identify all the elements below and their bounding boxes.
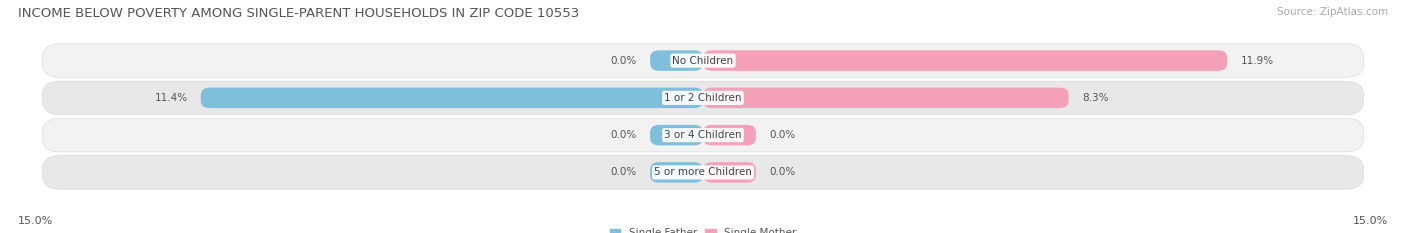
FancyBboxPatch shape	[42, 156, 1364, 189]
Text: No Children: No Children	[672, 56, 734, 65]
FancyBboxPatch shape	[201, 88, 703, 108]
Text: 11.9%: 11.9%	[1240, 56, 1274, 65]
FancyBboxPatch shape	[703, 162, 756, 183]
FancyBboxPatch shape	[650, 125, 703, 145]
Text: 15.0%: 15.0%	[18, 216, 53, 226]
Text: 0.0%: 0.0%	[610, 56, 637, 65]
FancyBboxPatch shape	[703, 88, 1069, 108]
Text: 8.3%: 8.3%	[1081, 93, 1108, 103]
FancyBboxPatch shape	[650, 162, 703, 183]
Text: 15.0%: 15.0%	[1353, 216, 1388, 226]
Text: Source: ZipAtlas.com: Source: ZipAtlas.com	[1277, 7, 1388, 17]
Text: 11.4%: 11.4%	[155, 93, 187, 103]
Text: 0.0%: 0.0%	[610, 130, 637, 140]
Legend: Single Father, Single Mother: Single Father, Single Mother	[606, 224, 800, 233]
Text: 0.0%: 0.0%	[769, 168, 796, 177]
Text: 5 or more Children: 5 or more Children	[654, 168, 752, 177]
Text: 3 or 4 Children: 3 or 4 Children	[664, 130, 742, 140]
Text: 0.0%: 0.0%	[610, 168, 637, 177]
FancyBboxPatch shape	[42, 44, 1364, 77]
FancyBboxPatch shape	[42, 81, 1364, 115]
FancyBboxPatch shape	[650, 50, 703, 71]
Text: 0.0%: 0.0%	[769, 130, 796, 140]
FancyBboxPatch shape	[703, 125, 756, 145]
FancyBboxPatch shape	[703, 50, 1227, 71]
FancyBboxPatch shape	[42, 118, 1364, 152]
Text: INCOME BELOW POVERTY AMONG SINGLE-PARENT HOUSEHOLDS IN ZIP CODE 10553: INCOME BELOW POVERTY AMONG SINGLE-PARENT…	[18, 7, 579, 20]
Text: 1 or 2 Children: 1 or 2 Children	[664, 93, 742, 103]
